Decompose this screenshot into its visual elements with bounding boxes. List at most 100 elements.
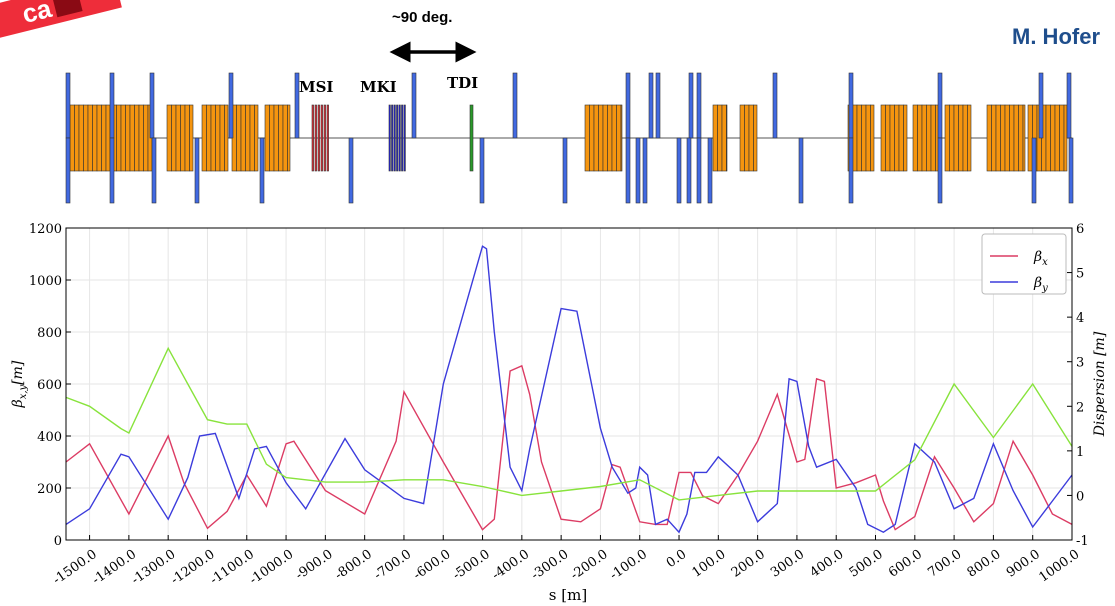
- x-tick-label: -1300.0: [129, 547, 178, 588]
- mki-kicker: [391, 104, 394, 172]
- quadrupole-bottom: [109, 137, 115, 204]
- dipole-magnet: [287, 104, 291, 172]
- quadrupole-bottom: [848, 137, 854, 204]
- curves: [65, 245, 1073, 534]
- msi-septum: [317, 104, 320, 172]
- lattice-diagram: MSI MKI TDI: [65, 41, 1074, 204]
- x-tick-label: -1200.0: [168, 547, 217, 588]
- quadrupole-top: [648, 72, 654, 139]
- ticks: -1500.0-1400.0-1300.0-1200.0-1100.0-1000…: [29, 222, 1089, 588]
- phase-advance-label: ~90 deg.: [392, 9, 453, 26]
- legend-box: [981, 233, 1067, 295]
- y-tick-label-left: 1200: [29, 222, 62, 237]
- dipole-magnet: [1022, 104, 1026, 172]
- x-tick-label: 700.0: [925, 547, 964, 581]
- y-tick-label-right: 0: [1076, 489, 1084, 504]
- x-tick-label: -800.0: [332, 547, 375, 583]
- quadrupole-bottom: [798, 137, 804, 204]
- lattice-label-mki: MKI: [360, 78, 397, 96]
- x-tick-label: 0.0: [664, 547, 690, 571]
- x-tick-label: -500.0: [450, 547, 493, 583]
- quadrupole-top: [1038, 72, 1044, 139]
- dipole-magnet: [753, 104, 758, 172]
- series-line-dispersion: [65, 346, 1073, 501]
- y-tick-label-left: 1000: [29, 274, 62, 289]
- x-tick-label: -400.0: [489, 547, 532, 583]
- quadrupole-top: [228, 72, 234, 139]
- x-tick-label: 1000.0: [1036, 547, 1082, 585]
- msi-septum: [320, 104, 323, 172]
- quadrupole-top: [294, 72, 300, 139]
- lattice-label-tdi: TDI: [447, 74, 478, 92]
- quadrupole-bottom: [479, 137, 485, 204]
- y-tick-label-right: 5: [1076, 267, 1084, 282]
- x-tick-label: -200.0: [568, 547, 611, 583]
- x-tick-label: 800.0: [965, 547, 1004, 581]
- lattice-label-msi: MSI: [299, 78, 333, 96]
- quadrupole-bottom: [937, 137, 943, 204]
- x-tick-label: -1000.0: [247, 547, 296, 588]
- tdi-absorber: [469, 104, 474, 172]
- x-axis-label: s [m]: [549, 586, 587, 604]
- y-tick-label-left: 0: [54, 534, 62, 549]
- quadrupole-bottom: [65, 137, 71, 204]
- y-tick-label-left: 600: [37, 378, 62, 393]
- dipole-magnet: [254, 104, 259, 172]
- dipole-magnet: [870, 104, 875, 172]
- x-tick-label: -1400.0: [90, 547, 139, 588]
- dipole-magnet: [620, 104, 623, 172]
- quadrupole-bottom: [1031, 137, 1037, 204]
- y-tick-label-right: 3: [1076, 356, 1084, 371]
- quadrupole-bottom: [696, 137, 702, 204]
- quadrupole-bottom: [1068, 137, 1074, 204]
- y-tick-label-right: 1: [1076, 445, 1084, 460]
- x-tick-label: -100.0: [607, 547, 650, 583]
- x-tick-label: -300.0: [529, 547, 572, 583]
- quadrupole-bottom: [562, 137, 568, 204]
- y-tick-label-left: 400: [37, 430, 62, 445]
- y-axis-label-right: Dispersion [m]: [1092, 331, 1108, 437]
- x-tick-label: -1500.0: [50, 547, 99, 588]
- x-tick-label: 200.0: [729, 547, 768, 581]
- x-tick-label: 600.0: [886, 547, 925, 581]
- y-tick-label-right: 6: [1076, 222, 1084, 237]
- quadrupole-bottom: [259, 137, 265, 204]
- x-tick-label: 100.0: [690, 547, 729, 581]
- quadrupole-bottom: [676, 137, 682, 204]
- series-line-beta-y: [65, 245, 1073, 534]
- y-tick-label-right: 2: [1076, 400, 1084, 415]
- quadrupole-top: [772, 72, 778, 139]
- mki-kicker: [398, 104, 401, 172]
- mki-kicker: [393, 104, 396, 172]
- x-tick-label: -1100.0: [208, 547, 257, 588]
- quadrupole-bottom: [194, 137, 200, 204]
- x-tick-label: -700.0: [372, 547, 415, 583]
- dipole-magnet: [726, 104, 728, 172]
- mki-kicker: [403, 104, 406, 172]
- quadrupole-bottom: [348, 137, 354, 204]
- y-tick-label-right: 4: [1076, 311, 1084, 326]
- dipole-magnet: [903, 104, 908, 172]
- msi-septum: [311, 104, 314, 172]
- author-label: M. Hofer: [1012, 24, 1100, 49]
- msi-septum: [326, 104, 329, 172]
- dipole-magnet: [189, 104, 194, 172]
- msi-septum: [314, 104, 317, 172]
- grid: [66, 227, 1073, 541]
- y-axis-label-left: βx,y[m]: [10, 360, 29, 408]
- quadrupole-bottom: [686, 137, 692, 204]
- series-line-beta-x: [65, 364, 1073, 531]
- lattice-elements: [65, 72, 1074, 204]
- mki-kicker: [388, 104, 391, 172]
- quadrupole-bottom: [707, 137, 713, 204]
- y-tick-label-left: 200: [37, 482, 62, 497]
- x-tick-label: -600.0: [411, 547, 454, 583]
- dipole-magnet: [224, 104, 229, 172]
- x-tick-label: 300.0: [768, 547, 807, 581]
- msi-septum: [323, 104, 326, 172]
- x-tick-label: 500.0: [847, 547, 886, 581]
- x-tick-label: -900.0: [293, 547, 336, 583]
- dipole-magnet: [967, 104, 972, 172]
